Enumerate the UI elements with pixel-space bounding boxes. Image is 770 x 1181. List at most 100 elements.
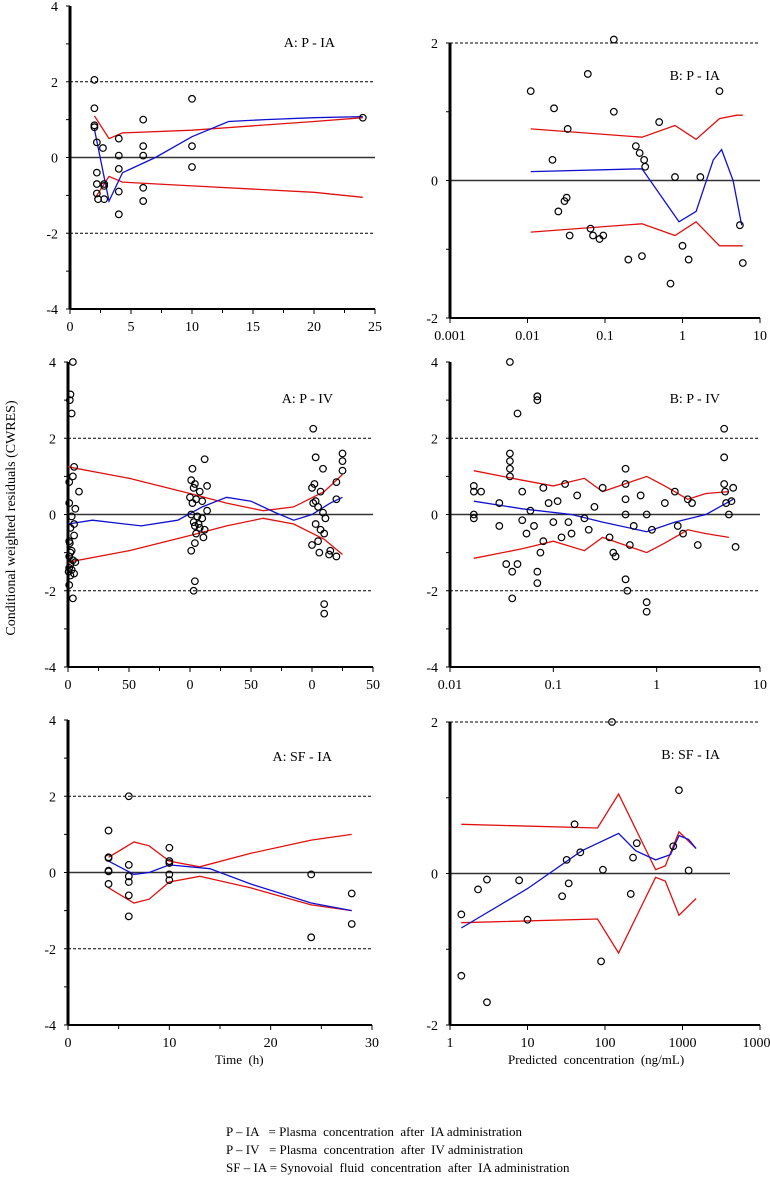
data-point — [139, 115, 148, 124]
y-tick-label: 0 — [49, 509, 56, 524]
panel-a-p-iv: -4 -2 0 2 4 0 50 0 50 0 50 A: P - IV — [44, 356, 380, 693]
data-point — [523, 915, 532, 924]
ci-upper-line — [461, 792, 697, 871]
x-tick-label: 50 — [244, 678, 258, 693]
y-tick-label: 2 — [49, 790, 56, 805]
data-point — [715, 87, 724, 96]
x-tick-label: 0.01 — [438, 678, 463, 693]
panel-title: A: SF - IA — [272, 750, 332, 765]
data-point — [720, 424, 729, 433]
x-tick-label: 0.1 — [596, 329, 614, 344]
data-point — [530, 522, 538, 530]
data-point — [320, 609, 329, 618]
data-point — [187, 546, 196, 555]
data-point — [599, 865, 607, 874]
x-tick-label: 10 — [753, 329, 767, 344]
panel-title: A: P - IA — [284, 36, 336, 51]
data-point — [506, 472, 514, 481]
data-point — [679, 529, 687, 538]
y-tick-label: 4 — [49, 356, 56, 371]
x-tick-label: 20 — [307, 320, 321, 335]
data-point — [544, 499, 553, 507]
data-point — [188, 499, 197, 507]
trend-line — [530, 148, 743, 226]
x-tick-label: 0.001 — [434, 329, 466, 344]
y-tick-label: 2 — [49, 432, 56, 447]
data-point — [332, 552, 341, 561]
data-point — [611, 552, 620, 561]
data-point — [629, 522, 638, 530]
x-tick-label: 1 — [653, 678, 660, 693]
data-point — [347, 889, 356, 898]
data-point — [203, 482, 211, 490]
data-point — [688, 499, 696, 507]
data-point — [506, 464, 514, 473]
data-point — [624, 255, 633, 264]
data-point — [139, 197, 148, 205]
data-point — [139, 183, 148, 192]
data-point — [549, 518, 558, 527]
panel-title: B: P - IA — [670, 69, 721, 84]
data-point — [738, 259, 747, 267]
data-point — [506, 449, 514, 458]
data-point — [188, 94, 196, 103]
data-point — [70, 462, 78, 471]
data-point — [562, 855, 571, 864]
data-point — [502, 560, 511, 568]
panel-a-p-ia: -4 -2 0 2 4 0 5 10 15 20 25 A: P - IA — [46, 0, 382, 335]
ci-lower-line — [67, 517, 343, 563]
data-point — [526, 87, 535, 96]
x-tick-label: 0 — [187, 678, 194, 693]
data-point — [139, 151, 148, 160]
data-point — [693, 541, 702, 549]
data-point — [605, 533, 614, 542]
data-point — [165, 843, 174, 852]
y-tick-label: 0 — [431, 509, 438, 524]
data-point — [548, 155, 557, 164]
data-point — [114, 187, 123, 196]
data-point — [67, 409, 76, 418]
data-point — [139, 142, 148, 151]
y-tick-label: 2 — [51, 76, 58, 91]
data-point — [554, 207, 563, 216]
data-point — [189, 586, 198, 595]
data-point — [200, 455, 209, 464]
data-point — [66, 523, 75, 532]
x-tick-label: 10000 — [743, 1036, 770, 1051]
data-point — [65, 478, 74, 486]
x-tick-label: 5 — [128, 320, 135, 335]
data-point — [609, 35, 618, 44]
data-point — [104, 854, 113, 862]
data-point — [621, 495, 630, 504]
caption-line-p-iv: P – IV = Plasma concentration after IV a… — [226, 1142, 524, 1157]
data-point — [310, 480, 319, 488]
data-point — [114, 210, 123, 219]
data-point — [589, 231, 597, 240]
data-point — [567, 529, 576, 538]
data-point — [124, 872, 133, 881]
data-point — [518, 487, 527, 496]
data-point — [533, 392, 542, 401]
x-tick-label: 50 — [366, 678, 380, 693]
x-tick-label: 10 — [162, 1036, 176, 1051]
data-point — [469, 514, 478, 523]
ci-lower-line — [473, 529, 730, 559]
data-point — [199, 533, 208, 542]
data-point — [92, 189, 101, 198]
data-point — [580, 514, 589, 523]
data-point — [338, 457, 347, 466]
y-tick-label: 0 — [49, 867, 56, 882]
data-point — [625, 541, 634, 549]
y-tick-label: 2 — [431, 37, 438, 52]
x-tick-label: 0.1 — [545, 678, 563, 693]
data-point — [68, 358, 77, 366]
data-point — [573, 491, 582, 500]
data-point — [338, 466, 347, 475]
data-point — [104, 880, 113, 888]
data-point — [621, 575, 630, 584]
y-tick-label: 2 — [431, 432, 438, 447]
data-point — [561, 480, 570, 488]
data-point — [314, 502, 323, 511]
y-tick-label: -2 — [426, 1019, 438, 1034]
